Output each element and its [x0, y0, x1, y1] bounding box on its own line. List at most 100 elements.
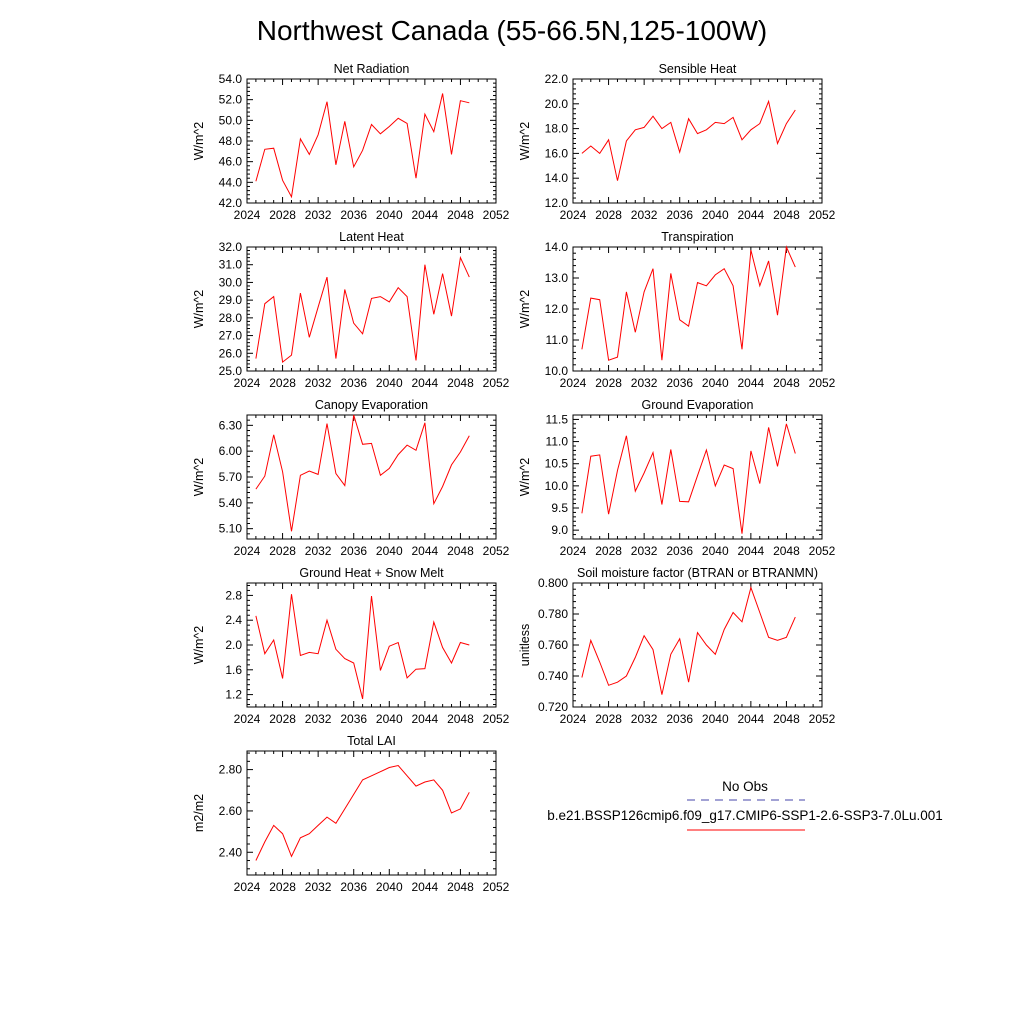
y-tick-label: 50.0 [219, 113, 243, 127]
x-tick-label: 2024 [560, 376, 587, 390]
y-tick-label: 27.0 [219, 329, 243, 343]
y-tick-label: 29.0 [219, 293, 243, 307]
y-tick-label: 18.0 [545, 122, 569, 136]
x-tick-label: 2048 [447, 376, 474, 390]
y-tick-label: 52.0 [219, 93, 243, 107]
y-tick-label: 0.740 [538, 669, 568, 683]
series-line [581, 245, 796, 361]
y-tick-label: 2.80 [219, 763, 243, 777]
y-tick-label: 0.760 [538, 638, 568, 652]
x-tick-label: 2036 [666, 376, 693, 390]
x-tick-label: 2040 [376, 544, 403, 558]
x-tick-label: 2036 [340, 376, 367, 390]
x-tick-label: 2052 [809, 712, 836, 726]
x-tick-label: 2036 [340, 544, 367, 558]
x-tick-label: 2044 [738, 712, 765, 726]
x-tick-label: 2044 [412, 712, 439, 726]
series-line [581, 99, 796, 181]
axis-frame [572, 582, 823, 708]
axis-frame [572, 246, 823, 372]
x-tick-label: 2040 [376, 376, 403, 390]
y-tick-label: 14.0 [545, 171, 569, 185]
y-tick-label: 11.0 [546, 435, 569, 449]
x-tick-label: 2044 [412, 376, 439, 390]
x-tick-label: 2028 [595, 208, 622, 222]
x-tick-label: 2040 [376, 712, 403, 726]
y-tick-label: 11.5 [546, 412, 569, 426]
x-tick-label: 2028 [269, 208, 296, 222]
x-tick-label: 2052 [809, 376, 836, 390]
y-axis-label: unitless [518, 624, 532, 666]
panel-title: Ground Heat + Snow Melt [299, 566, 444, 580]
y-tick-label: 16.0 [545, 146, 569, 160]
panel-title: Canopy Evaporation [315, 398, 428, 412]
x-tick-label: 2040 [702, 544, 729, 558]
y-tick-label: 20.0 [545, 97, 569, 111]
panel-title: Net Radiation [334, 62, 410, 76]
axis-frame [246, 246, 497, 372]
x-tick-label: 2032 [305, 208, 332, 222]
panel-soil-moisture-factor-btran-or-btranmn: Soil moisture factor (BTRAN or BTRANMN) 2… [518, 566, 836, 726]
legend-label-obs: No Obs [722, 779, 768, 794]
x-tick-label: 2040 [376, 208, 403, 222]
x-tick-label: 2036 [666, 712, 693, 726]
y-axis-label: W/m^2 [192, 626, 206, 665]
y-tick-label: 6.00 [219, 444, 243, 458]
panel-canopy-evaporation: Canopy Evaporation 2024 2028 2032 2036 2040 20… [192, 398, 510, 558]
y-tick-label: 0.720 [538, 700, 568, 714]
x-tick-label: 2044 [412, 208, 439, 222]
y-axis-label: W/m^2 [192, 458, 206, 497]
y-tick-label: 1.2 [225, 688, 242, 702]
y-tick-label: 12.0 [545, 196, 569, 210]
series-line [581, 423, 796, 534]
y-tick-label: 5.70 [219, 470, 243, 484]
panel-latent-heat: Latent Heat 2024 2028 2032 2036 2040 2044 2048 2… [192, 230, 510, 390]
legend-label-model: b.e21.BSSP126cmip6.f09_g17.CMIP6-SSP1-2.… [547, 808, 943, 823]
x-tick-label: 2024 [234, 712, 261, 726]
panel-ground-heat-snow-melt: Ground Heat + Snow Melt 2024 2028 2032 2036 2… [192, 566, 510, 726]
y-axis-label: W/m^2 [192, 122, 206, 161]
y-tick-label: 26.0 [219, 346, 243, 360]
y-tick-label: 2.60 [219, 804, 243, 818]
x-tick-label: 2032 [631, 544, 658, 558]
x-tick-label: 2052 [483, 376, 510, 390]
x-tick-label: 2028 [269, 544, 296, 558]
series-line [581, 585, 796, 695]
panel-total-lai: Total LAI 2024 2028 2032 2036 2040 2044 2048 205… [192, 734, 510, 894]
x-tick-label: 2024 [234, 376, 261, 390]
y-tick-label: 14.0 [545, 240, 569, 254]
y-tick-label: 0.780 [538, 607, 568, 621]
y-tick-label: 46.0 [219, 155, 243, 169]
y-tick-label: 28.0 [219, 311, 243, 325]
y-tick-label: 32.0 [219, 240, 243, 254]
y-tick-label: 13.0 [545, 271, 569, 285]
y-tick-label: 9.0 [551, 523, 568, 537]
x-tick-label: 2024 [560, 544, 587, 558]
panel-title: Ground Evaporation [642, 398, 754, 412]
x-tick-label: 2028 [595, 376, 622, 390]
y-tick-label: 44.0 [219, 175, 243, 189]
x-tick-label: 2044 [412, 544, 439, 558]
series-line [255, 255, 470, 364]
y-tick-label: 6.30 [219, 418, 243, 432]
x-tick-label: 2028 [269, 880, 296, 894]
x-tick-label: 2044 [412, 880, 439, 894]
panel-title: Sensible Heat [659, 62, 737, 76]
axis-frame [246, 750, 497, 876]
y-tick-label: 10.5 [545, 457, 569, 471]
x-tick-label: 2036 [666, 208, 693, 222]
x-tick-label: 2052 [483, 208, 510, 222]
x-tick-label: 2028 [269, 712, 296, 726]
y-axis-label: W/m^2 [518, 122, 532, 161]
x-tick-label: 2048 [773, 544, 800, 558]
y-tick-label: 12.0 [545, 302, 569, 316]
series-line [255, 594, 470, 700]
x-tick-label: 2048 [447, 880, 474, 894]
y-tick-label: 5.10 [219, 522, 243, 536]
x-tick-label: 2024 [560, 208, 587, 222]
y-tick-label: 2.4 [225, 613, 242, 627]
x-tick-label: 2028 [595, 712, 622, 726]
series-line [255, 764, 470, 861]
y-tick-label: 2.8 [225, 588, 242, 602]
